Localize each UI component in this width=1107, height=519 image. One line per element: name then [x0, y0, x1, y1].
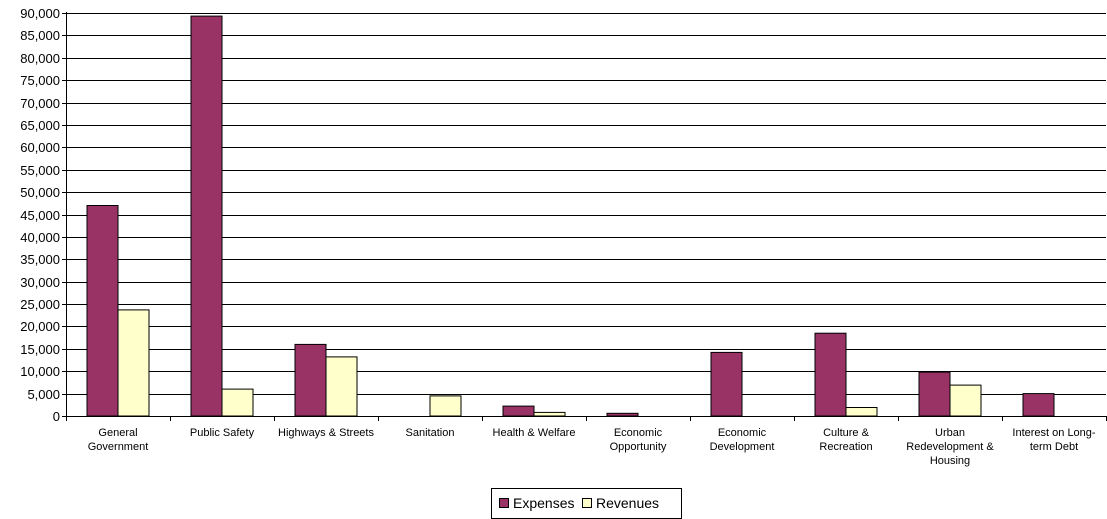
bar-revenues	[533, 411, 566, 417]
y-tick-label: 15,000	[20, 342, 60, 357]
x-tick-label: General Government	[88, 427, 149, 453]
bars	[86, 15, 1055, 417]
x-tick-label: Culture & Recreation	[819, 427, 872, 453]
bar-expenses	[502, 405, 535, 417]
y-tick-label: 80,000	[20, 51, 60, 66]
bar-expenses	[294, 343, 327, 417]
legend-swatch	[582, 498, 592, 508]
bar-revenues	[949, 384, 982, 417]
bar-expenses	[1022, 393, 1055, 417]
legend-label: Revenues	[596, 495, 659, 511]
y-tick-label: 45,000	[20, 208, 60, 223]
bar-expenses	[86, 205, 119, 417]
axes	[66, 12, 1107, 421]
y-tick-label: 20,000	[20, 319, 60, 334]
legend: Expenses Revenues	[491, 488, 682, 519]
bar-revenues	[325, 356, 358, 417]
bar-expenses	[710, 351, 743, 417]
y-tick-label: 5,000	[27, 387, 60, 402]
y-tick-label: 50,000	[20, 185, 60, 200]
bar-revenues	[221, 388, 254, 417]
y-tick-label: 90,000	[20, 6, 60, 21]
legend-swatch	[499, 498, 509, 508]
bar-expenses	[606, 412, 639, 417]
y-tick-label: 55,000	[20, 163, 60, 178]
x-tick-label: Economic Development	[710, 427, 775, 453]
x-tick-label: Economic Opportunity	[610, 427, 667, 453]
y-tick-label: 85,000	[20, 28, 60, 43]
bar-expenses	[190, 15, 223, 417]
y-tick-label: 65,000	[20, 118, 60, 133]
y-tick-label: 75,000	[20, 73, 60, 88]
bar-revenues	[429, 395, 462, 417]
y-tick-label: 10,000	[20, 364, 60, 379]
bar-revenues	[117, 309, 150, 417]
y-tick-label: 25,000	[20, 297, 60, 312]
y-tick-label: 0	[53, 409, 60, 424]
x-tick-label: Urban Redevelopment & Housing	[906, 427, 994, 467]
y-tick-label: 70,000	[20, 96, 60, 111]
bar-expenses	[814, 332, 847, 417]
x-tick-label: Highways & Streets	[278, 427, 374, 439]
y-tick-label: 60,000	[20, 140, 60, 155]
y-tick-label: 35,000	[20, 252, 60, 267]
bar-expenses	[918, 371, 951, 417]
y-axis-ticks: 0 5,000 10,000 15,000 20,000 25,000 30,000 35,0…	[20, 6, 66, 424]
legend-item-revenues: Revenues	[582, 495, 659, 511]
x-tick-label: Sanitation	[406, 427, 455, 439]
legend-item-expenses: Expenses	[499, 495, 574, 511]
y-tick-label: 30,000	[20, 275, 60, 290]
x-tick-label: Health & Welfare	[493, 427, 576, 439]
grid-lines	[66, 13, 1106, 395]
x-axis-category-labels: General Government Public Safety Highways &…	[88, 427, 1096, 467]
bar-revenues	[845, 407, 878, 417]
y-tick-label: 40,000	[20, 230, 60, 245]
x-tick-label: Public Safety	[190, 427, 255, 439]
legend-label: Expenses	[513, 495, 574, 511]
x-tick-label: Interest on Long-term Debt	[1012, 427, 1096, 453]
